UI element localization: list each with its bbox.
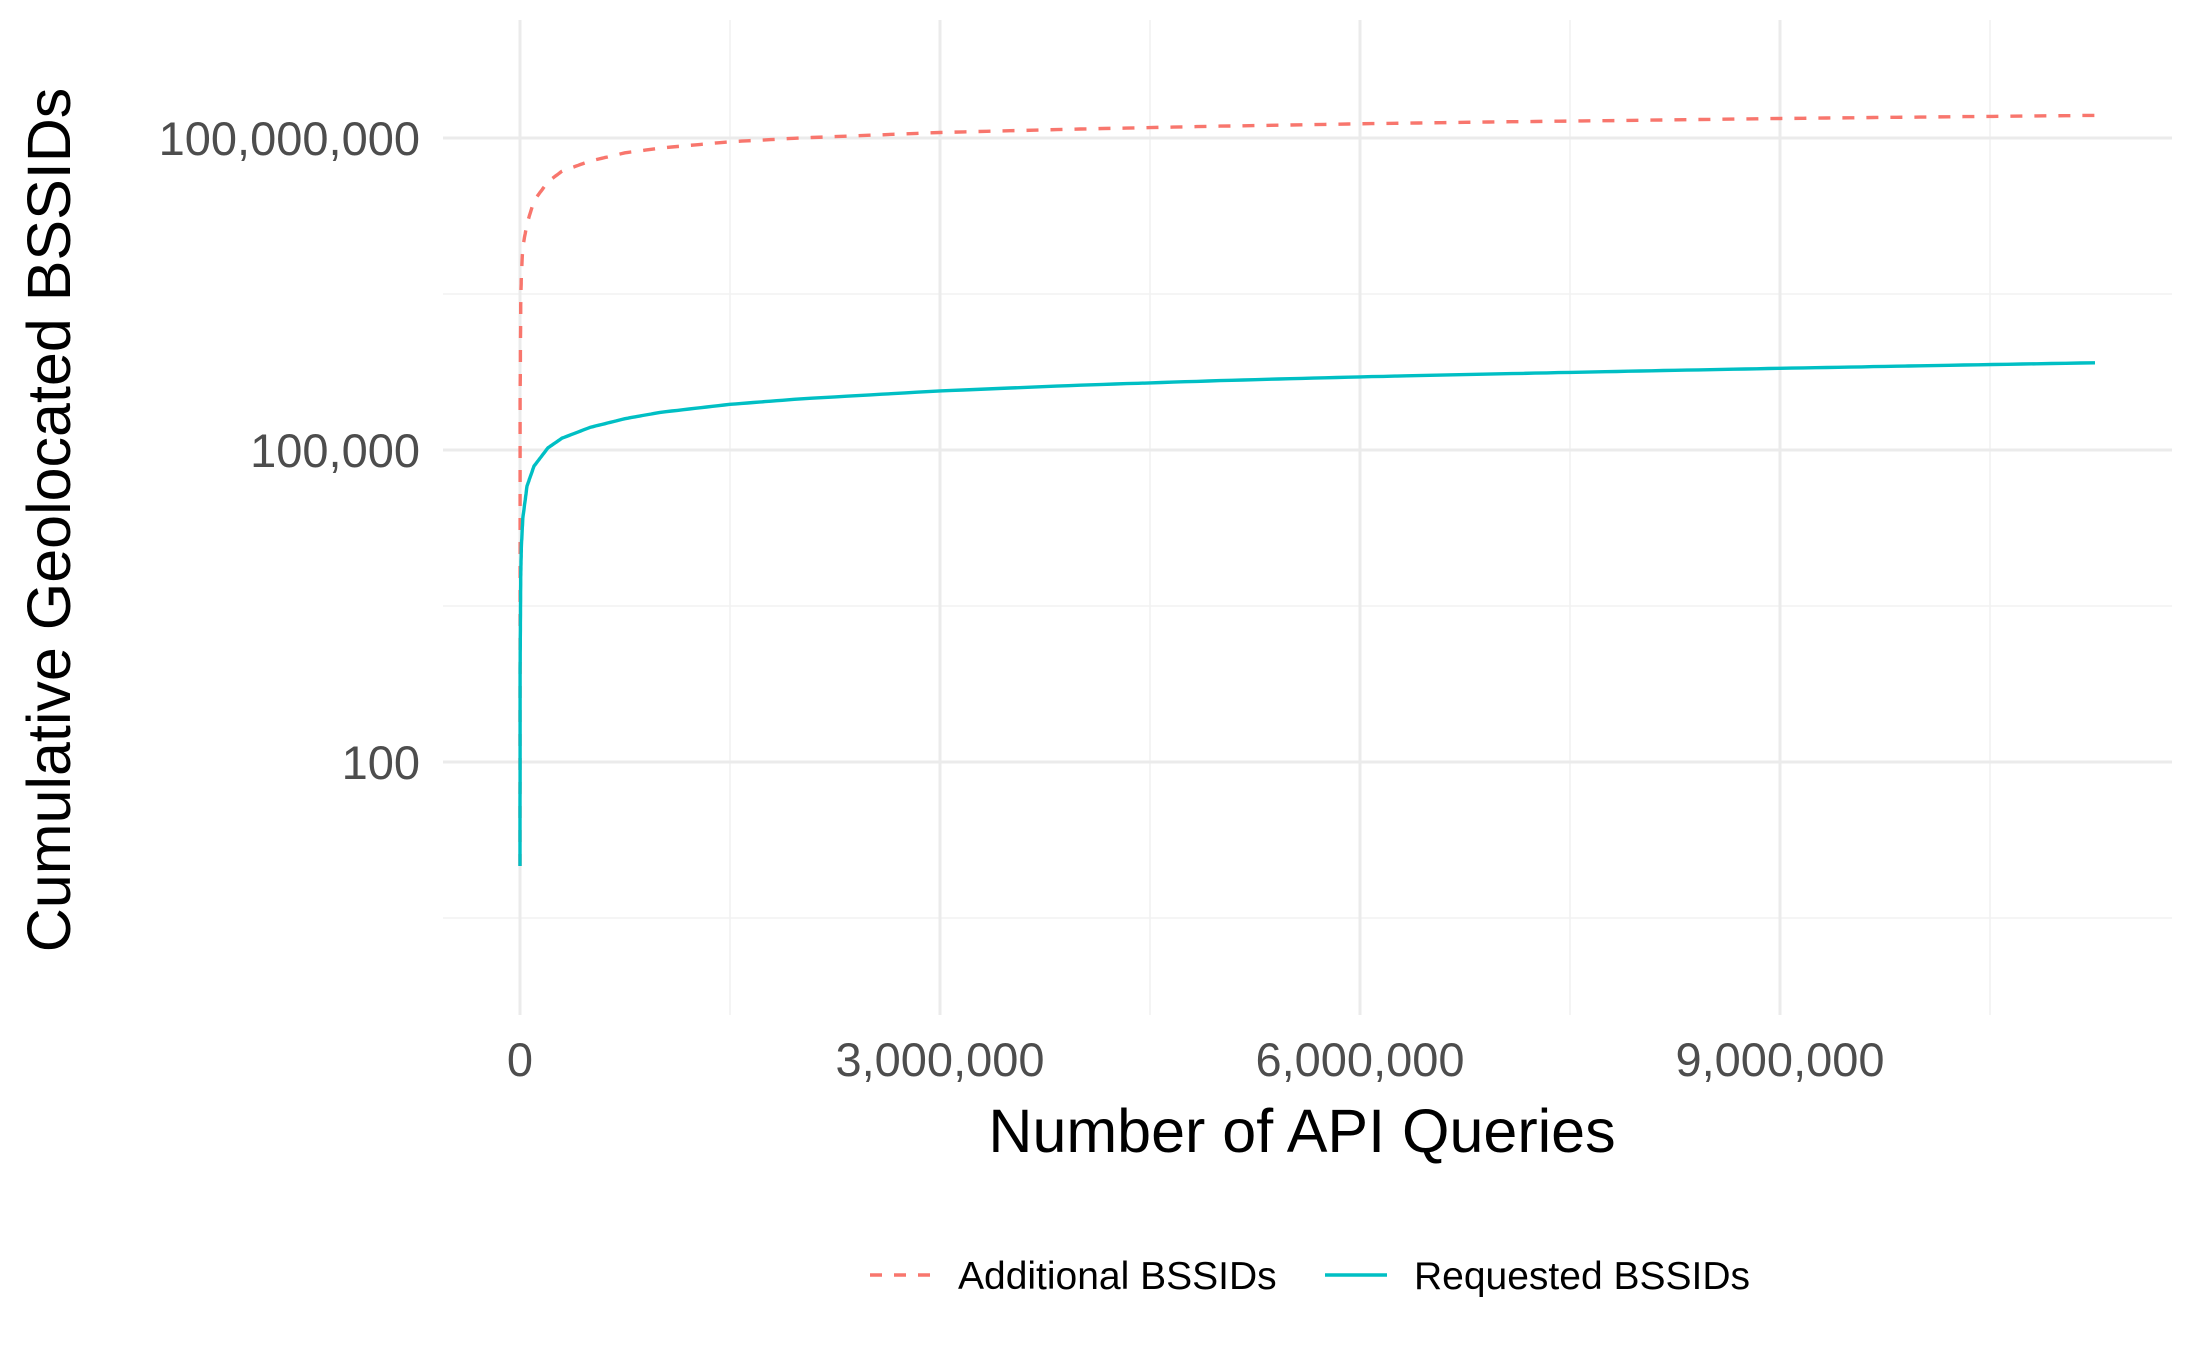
- y-tick-label: 100,000: [250, 424, 420, 477]
- x-tick-label: 6,000,000: [1255, 1033, 1464, 1086]
- y-axis-ticks: 100 100,000 100,000,000: [159, 112, 420, 789]
- x-axis-title: Number of API Queries: [988, 1097, 1615, 1165]
- series-line-requested-bssids: [518, 361, 2096, 866]
- x-tick-label: 0: [507, 1033, 533, 1086]
- legend: Additional BSSIDs Requested BSSIDs: [870, 1255, 1750, 1298]
- grid-layer: [443, 20, 2172, 1015]
- y-tick-label: 100: [342, 736, 420, 789]
- legend-label: Requested BSSIDs: [1414, 1255, 1750, 1298]
- series-layer: [518, 113, 2096, 866]
- y-tick-label: 100,000,000: [159, 112, 420, 165]
- x-tick-label: 3,000,000: [835, 1033, 1044, 1086]
- x-axis-ticks: 0 3,000,000 6,000,000 9,000,000: [507, 1033, 1885, 1086]
- x-tick-label: 9,000,000: [1675, 1033, 1884, 1086]
- legend-label: Additional BSSIDs: [958, 1255, 1277, 1298]
- series-line-additional-bssids: [518, 113, 2096, 866]
- y-axis-title: Cumulative Geolocated BSSIDs: [15, 88, 83, 953]
